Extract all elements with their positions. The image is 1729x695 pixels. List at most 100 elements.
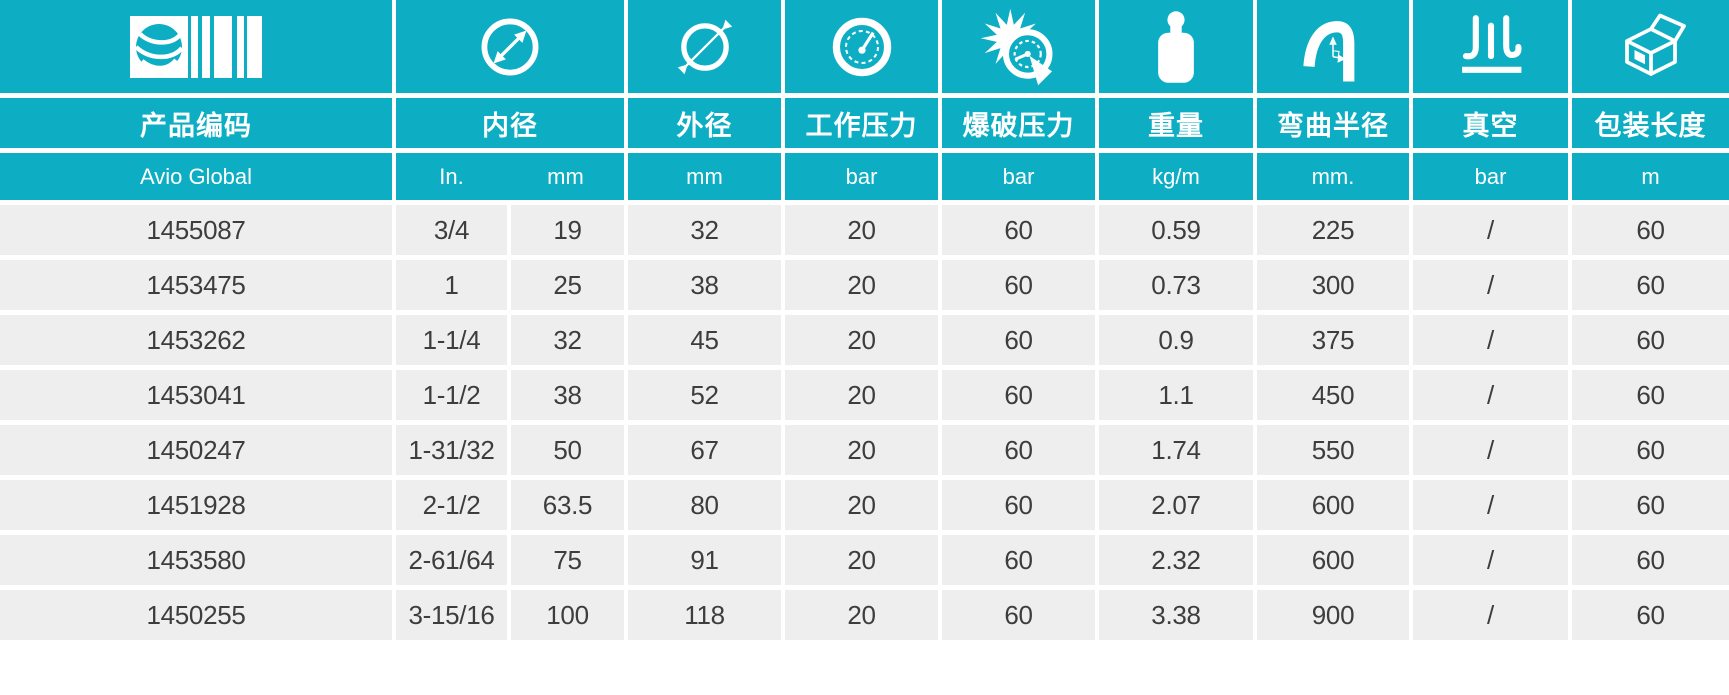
cell-weight: 2.07 [1099,480,1253,530]
cell-burst-pressure: 60 [942,205,1095,255]
cell-packing-length: 60 [1572,205,1729,255]
cell-bend-radius: 450 [1257,370,1409,420]
cell-vacuum: / [1413,480,1568,530]
cell-weight: 1.74 [1099,425,1253,475]
cell-id-in: 1 [396,260,507,310]
cell-product-code: 1450255 [0,590,392,640]
cell-packing-length: 60 [1572,535,1729,585]
cell-od-mm: 118 [628,590,781,640]
cell-od-mm: 91 [628,535,781,585]
unit-inner-diameter: In. mm [396,153,624,200]
header-bend-radius: 弯曲半径 [1257,98,1409,148]
cell-vacuum: / [1413,535,1568,585]
cell-burst-pressure: 60 [942,425,1095,475]
cell-working-pressure: 20 [785,205,938,255]
cell-vacuum: / [1413,370,1568,420]
header-vacuum: 真空 [1413,98,1568,148]
cell-working-pressure: 20 [785,260,938,310]
cell-bend-radius: 600 [1257,535,1409,585]
cell-packing-length: 60 [1572,590,1729,640]
cell-weight: 2.32 [1099,535,1253,585]
cell-vacuum: / [1413,205,1568,255]
cell-product-code: 1453580 [0,535,392,585]
header-inner-diameter: 内径 [396,98,624,148]
cell-burst-pressure: 60 [942,590,1095,640]
cell-weight: 0.73 [1099,260,1253,310]
cell-od-mm: 67 [628,425,781,475]
unit-burst-pressure: bar [942,153,1095,200]
cell-burst-pressure: 60 [942,370,1095,420]
package-icon [1624,13,1686,76]
cell-burst-pressure: 60 [942,260,1095,310]
cell-packing-length: 60 [1572,260,1729,310]
cell-bend-radius: 375 [1257,315,1409,365]
cell-product-code: 1450247 [0,425,392,475]
cell-id-in: 3/4 [396,205,507,255]
header-outer-diameter: 外径 [628,98,781,148]
unit-outer-diameter: mm [628,153,781,200]
cell-weight: 0.9 [1099,315,1253,365]
inner-diameter-icon [481,18,539,75]
unit-inner-diameter-mm: mm [547,163,584,189]
cell-id-mm: 32 [511,315,624,365]
cell-weight: 0.59 [1099,205,1253,255]
cell-product-code: 1453262 [0,315,392,365]
cell-weight: 1.1 [1099,370,1253,420]
cell-od-mm: 45 [628,315,781,365]
header-weight: 重量 [1099,98,1253,148]
vacuum-icon [1461,14,1522,73]
cell-id-mm: 75 [511,535,624,585]
unit-working-pressure: bar [785,153,938,200]
weight-icon-cell [1099,0,1253,93]
cell-bend-radius: 225 [1257,205,1409,255]
inner-diameter-icon-cell [396,0,624,93]
cell-id-mm: 100 [511,590,624,640]
cell-product-code: 1453475 [0,260,392,310]
cell-burst-pressure: 60 [942,535,1095,585]
cell-bend-radius: 300 [1257,260,1409,310]
unit-vacuum: bar [1413,153,1568,200]
cell-product-code: 1453041 [0,370,392,420]
cell-packing-length: 60 [1572,480,1729,530]
cell-packing-length: 60 [1572,370,1729,420]
cell-id-in: 2-61/64 [396,535,507,585]
cell-id-in: 1-1/4 [396,315,507,365]
cell-burst-pressure: 60 [942,315,1095,365]
unit-brand-name: Avio Global [0,153,392,200]
cell-id-mm: 50 [511,425,624,475]
header-burst-pressure: 爆破压力 [942,98,1095,148]
cell-od-mm: 32 [628,205,781,255]
weight-icon [1158,10,1194,83]
cell-vacuum: / [1413,315,1568,365]
bend-radius-icon [1303,20,1355,81]
outer-diameter-icon [677,19,732,74]
cell-working-pressure: 20 [785,370,938,420]
cell-packing-length: 60 [1572,315,1729,365]
cell-working-pressure: 20 [785,480,938,530]
cell-vacuum: / [1413,425,1568,475]
cell-id-mm: 25 [511,260,624,310]
cell-working-pressure: 20 [785,425,938,475]
cell-product-code: 1455087 [0,205,392,255]
cell-weight: 3.38 [1099,590,1253,640]
unit-inner-diameter-in: In. [439,163,464,189]
burst-pressure-icon-cell [942,0,1095,93]
cell-bend-radius: 600 [1257,480,1409,530]
pressure-gauge-icon [832,17,891,76]
unit-packing-length: m [1572,153,1729,200]
cell-product-code: 1451928 [0,480,392,530]
header-working-pressure: 工作压力 [785,98,938,148]
cell-bend-radius: 900 [1257,590,1409,640]
header-product-code: 产品编码 [0,98,392,148]
cell-burst-pressure: 60 [942,480,1095,530]
cell-od-mm: 52 [628,370,781,420]
cell-id-mm: 38 [511,370,624,420]
cell-vacuum: / [1413,260,1568,310]
cell-working-pressure: 20 [785,590,938,640]
cell-id-mm: 63.5 [511,480,624,530]
unit-bend-radius: mm. [1257,153,1409,200]
barcode-globe-icon [130,15,262,78]
cell-id-in: 3-15/16 [396,590,507,640]
vacuum-icon-cell [1413,0,1568,93]
working-pressure-icon-cell [785,0,938,93]
